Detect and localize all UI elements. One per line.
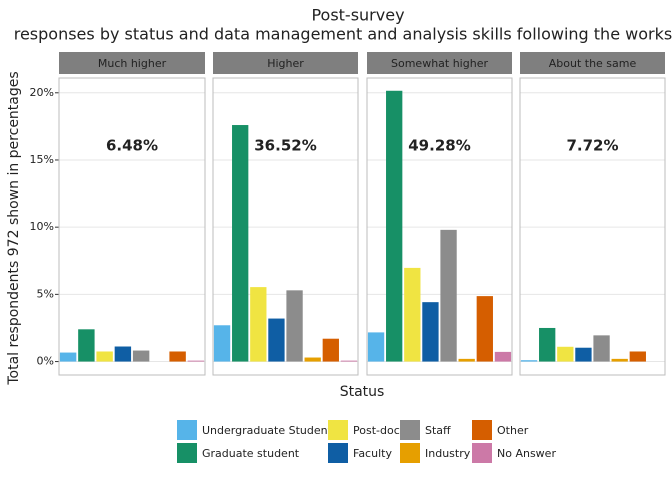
bar: [386, 90, 403, 362]
panel-border: [519, 77, 666, 376]
bar: [422, 302, 439, 362]
y-tick-label: 5%: [37, 287, 54, 300]
bar: [404, 267, 421, 362]
bar: [304, 357, 321, 362]
facet-strip: [367, 52, 512, 74]
bar: [114, 346, 132, 362]
legend-label: No Answer: [497, 447, 556, 460]
legend-swatch: [472, 443, 492, 463]
bar: [476, 296, 493, 362]
panel-border: [366, 77, 513, 376]
bar: [96, 351, 113, 362]
bar: [268, 318, 285, 362]
legend-label: Staff: [425, 424, 451, 437]
legend-label: Faculty: [353, 447, 392, 460]
bar: [367, 332, 385, 362]
facet-total: 36.52%: [254, 137, 316, 155]
chart-subtitle: responses by status and data management …: [14, 25, 672, 44]
panel: [59, 78, 205, 375]
facet-total: 49.28%: [408, 137, 470, 155]
bar: [575, 347, 592, 362]
bar: [340, 360, 358, 362]
y-tick-label: 15%: [30, 153, 54, 166]
bar: [286, 290, 303, 362]
bar: [520, 360, 538, 362]
bar: [611, 358, 628, 362]
legend-swatch: [328, 420, 348, 440]
bar: [78, 329, 95, 362]
facet-label: Much higher: [98, 57, 167, 70]
facet-total: 6.48%: [106, 137, 158, 155]
facet-label: About the same: [549, 57, 637, 70]
bar: [232, 125, 249, 362]
y-tick-label: 20%: [30, 86, 54, 99]
panel-border: [212, 77, 359, 376]
bar: [250, 287, 267, 362]
facet-total: 7.72%: [566, 137, 618, 155]
legend-label: Post-doc: [353, 424, 400, 437]
legend-swatch: [400, 420, 420, 440]
bar: [494, 351, 512, 362]
legend-label: Other: [497, 424, 529, 437]
x-axis-label: Status: [340, 384, 385, 400]
facet-strip: [213, 52, 358, 74]
bar: [187, 360, 205, 362]
panel-border: [58, 77, 206, 376]
facet-strip: [59, 52, 205, 74]
bar: [557, 346, 574, 362]
legend-swatch: [177, 443, 197, 463]
bar: [593, 335, 610, 362]
bar: [440, 229, 457, 362]
legend-swatch: [472, 420, 492, 440]
bar: [322, 338, 339, 362]
legend-label: Undergraduate Student: [202, 424, 333, 437]
legend-label: Industry: [425, 447, 471, 460]
bar: [458, 358, 475, 362]
y-tick-label: 0%: [37, 355, 54, 368]
chart-title: Post-survey: [311, 6, 404, 25]
facet-label: Higher: [267, 57, 304, 70]
bar: [629, 351, 646, 362]
y-tick-label: 10%: [30, 220, 54, 233]
facet-strip: [520, 52, 665, 74]
y-axis-label: Total respondents 972 shown in percentag…: [6, 71, 22, 385]
bar: [59, 352, 77, 362]
bar: [539, 327, 556, 362]
legend-label: Graduate student: [202, 447, 300, 460]
legend-swatch: [328, 443, 348, 463]
bar: [169, 351, 186, 362]
bar: [132, 350, 150, 362]
legend-swatch: [177, 420, 197, 440]
legend-swatch: [400, 443, 420, 463]
panel: [520, 78, 665, 375]
bar: [213, 325, 231, 362]
facet-label: Somewhat higher: [391, 57, 488, 70]
